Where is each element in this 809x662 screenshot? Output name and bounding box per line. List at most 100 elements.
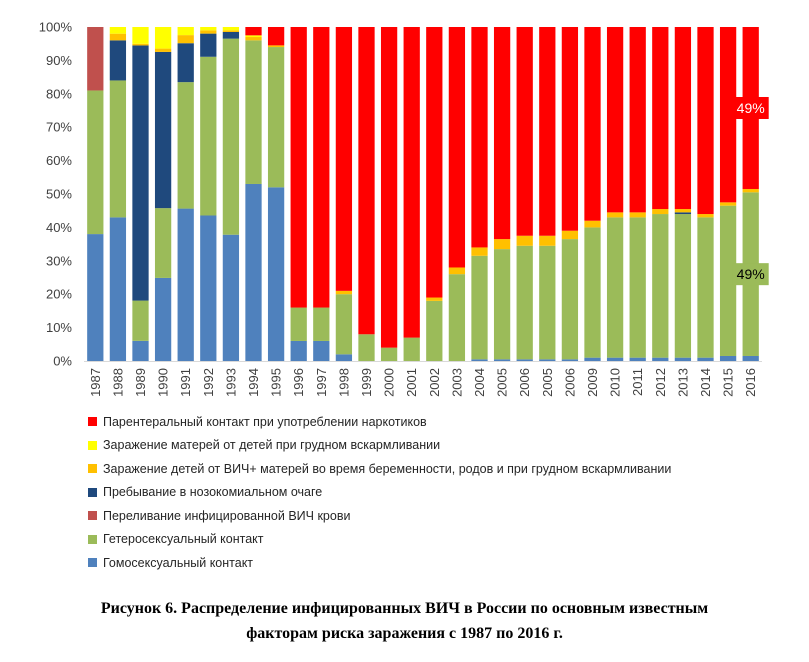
bar-segment [516, 245, 533, 360]
bar-segment [539, 27, 556, 236]
bar-segment [335, 294, 353, 355]
bar-segment [448, 267, 466, 275]
bar-segment [652, 27, 669, 210]
bar-segment [200, 56, 217, 216]
bar-segment [584, 27, 601, 221]
bar-segment [109, 80, 127, 218]
y-tick-label: 80% [46, 86, 72, 101]
x-tick-label: 2004 [472, 368, 487, 397]
bar-segment [539, 245, 556, 360]
y-tick-label: 100% [39, 20, 73, 35]
bar-segment [154, 208, 172, 278]
legend-item: Парентеральный контакт при употреблении … [88, 410, 671, 434]
bar-segment [380, 347, 398, 361]
bar-segment [267, 45, 285, 48]
bar-segment [154, 51, 172, 209]
bar-segment [471, 27, 488, 248]
legend-item: Пребывание в нозокомиальном очаге [88, 481, 671, 505]
x-tick-label: 1987 [88, 368, 103, 397]
bar-segment [448, 274, 466, 361]
caption-line-1: Рисунок 6. Распределение инфицированных … [100, 600, 709, 617]
x-tick-label: 2003 [449, 368, 464, 397]
bar-segment [222, 27, 240, 31]
x-tick-label: 1999 [359, 368, 374, 397]
bar-segment [290, 27, 307, 308]
bar-segment [516, 27, 533, 236]
x-tick-label: 2005 [540, 368, 555, 397]
bar-segment [584, 220, 601, 228]
bar-segment [313, 340, 330, 361]
bar-segment [403, 27, 420, 338]
bar-segment [674, 214, 692, 358]
bar-segment [584, 227, 601, 358]
bar-segment [629, 27, 646, 213]
legend-item: Заражение матерей от детей при грудном в… [88, 434, 671, 458]
caption-line-2: факторам риска заражения с 1987 по 2016 … [246, 625, 563, 642]
x-tick-label: 1998 [336, 368, 351, 397]
x-tick-label: 2012 [653, 368, 668, 397]
bar-segment [222, 234, 240, 361]
legend-swatch [88, 558, 97, 568]
bar-segment [109, 217, 127, 361]
bar-segment [652, 357, 669, 361]
bar-segment [606, 217, 624, 358]
legend-label: Заражение детей от ВИЧ+ матерей во время… [103, 461, 672, 476]
bar-segment [697, 214, 714, 218]
bar-segment [561, 230, 579, 240]
bar-segment [471, 255, 488, 360]
bar-segment [335, 27, 353, 291]
bar-segment [177, 35, 194, 44]
bar-segment [87, 234, 104, 361]
bar-segment [539, 235, 556, 246]
bar-segment [200, 215, 217, 361]
bar-segment [561, 239, 579, 360]
bar-segment [448, 27, 466, 268]
legend-label: Гетеросексуальный контакт [103, 532, 264, 547]
bar-segment [132, 45, 149, 301]
bar-segment [697, 27, 714, 215]
bar-segment [313, 27, 330, 308]
x-tick-label: 2013 [675, 368, 690, 397]
bar-segment [313, 307, 330, 341]
bar-segment [652, 214, 669, 358]
bar-segment [154, 27, 172, 49]
bar-segment [561, 27, 579, 231]
data-label-box [732, 263, 769, 286]
x-tick-label: 1988 [110, 368, 125, 397]
bar-segment [245, 37, 262, 41]
bar-segment [132, 340, 149, 361]
x-tick-label: 2015 [721, 368, 736, 397]
bar-segment [674, 212, 692, 215]
legend-item: Гетеросексуальный контакт [88, 528, 671, 552]
bar-segment [335, 290, 353, 295]
legend-item: Заражение детей от ВИЧ+ матерей во время… [88, 457, 671, 481]
legend-label: Парентеральный контакт при употреблении … [103, 414, 427, 429]
x-tick-label: 2006 [517, 368, 532, 397]
x-tick-label: 2011 [630, 368, 645, 396]
bar-segment [200, 27, 217, 31]
y-tick-label: 70% [46, 120, 72, 135]
y-tick-label: 20% [46, 287, 72, 302]
data-label: 49% [737, 100, 765, 116]
bar-segment [335, 354, 353, 361]
x-tick-label: 1992 [201, 368, 216, 397]
legend-swatch [88, 534, 97, 544]
x-tick-label: 1990 [156, 368, 171, 397]
bar-segment [380, 27, 398, 348]
bar-segment [222, 30, 240, 32]
bar-segment [674, 209, 692, 213]
legend-item: Переливание инфицированной ВИЧ крови [88, 504, 671, 528]
x-tick-label: 1993 [223, 368, 238, 397]
bar-segment [87, 90, 104, 235]
x-tick-label: 2010 [608, 368, 623, 397]
bar-segment [516, 235, 533, 246]
bar-segment [742, 188, 759, 193]
data-label-box [732, 96, 769, 119]
bar-segment [200, 33, 217, 57]
legend-swatch [88, 511, 97, 521]
y-tick-label: 90% [46, 53, 72, 68]
stacked-bar-chart: 0% 10% 20% 30% 40% 50% 60% 70% 80% 90% 100% 1987 198… [39, 20, 769, 397]
x-tick-label: 2000 [382, 368, 397, 397]
x-tick-label: 2016 [743, 368, 758, 397]
x-tick-label: 2001 [404, 368, 419, 397]
